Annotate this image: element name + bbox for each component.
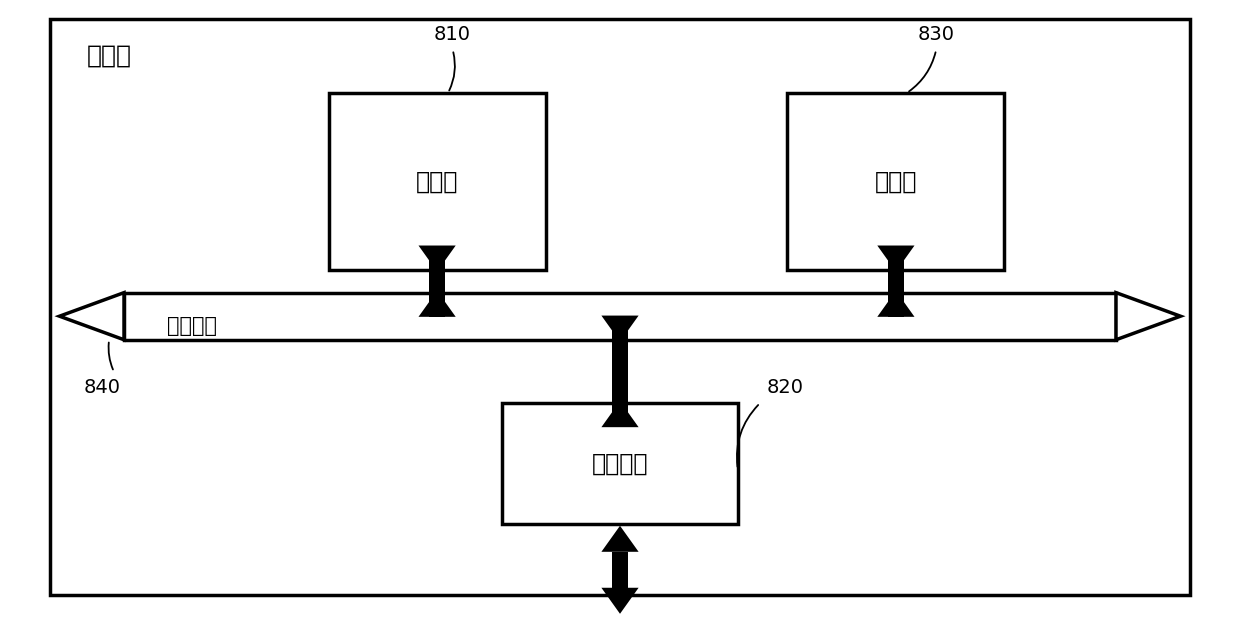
Polygon shape bbox=[601, 588, 639, 614]
Polygon shape bbox=[419, 291, 456, 317]
Text: 840: 840 bbox=[83, 378, 120, 397]
Polygon shape bbox=[1116, 293, 1180, 340]
Text: 处理器: 处理器 bbox=[415, 169, 459, 193]
Text: 810: 810 bbox=[434, 25, 471, 43]
Polygon shape bbox=[601, 316, 639, 342]
FancyArrowPatch shape bbox=[109, 342, 113, 370]
Bar bbox=[429, 246, 445, 317]
Bar bbox=[502, 403, 738, 524]
Text: 830: 830 bbox=[918, 25, 955, 43]
Polygon shape bbox=[878, 246, 915, 272]
Bar bbox=[329, 93, 546, 270]
FancyArrowPatch shape bbox=[737, 405, 758, 467]
Text: 通信接口: 通信接口 bbox=[591, 451, 649, 476]
Polygon shape bbox=[601, 526, 639, 552]
FancyArrowPatch shape bbox=[909, 52, 935, 91]
FancyArrowPatch shape bbox=[449, 52, 455, 91]
Text: 通信总线: 通信总线 bbox=[167, 316, 217, 335]
Text: 820: 820 bbox=[766, 378, 804, 397]
Polygon shape bbox=[878, 291, 915, 317]
Bar bbox=[124, 293, 1116, 340]
Bar bbox=[611, 316, 627, 427]
Polygon shape bbox=[601, 401, 639, 427]
Polygon shape bbox=[60, 293, 124, 340]
Bar bbox=[611, 552, 627, 588]
Bar bbox=[888, 246, 904, 317]
Text: 服务器: 服务器 bbox=[87, 43, 131, 68]
Bar bbox=[787, 93, 1004, 270]
Text: 存储器: 存储器 bbox=[874, 169, 918, 193]
Polygon shape bbox=[419, 246, 456, 272]
